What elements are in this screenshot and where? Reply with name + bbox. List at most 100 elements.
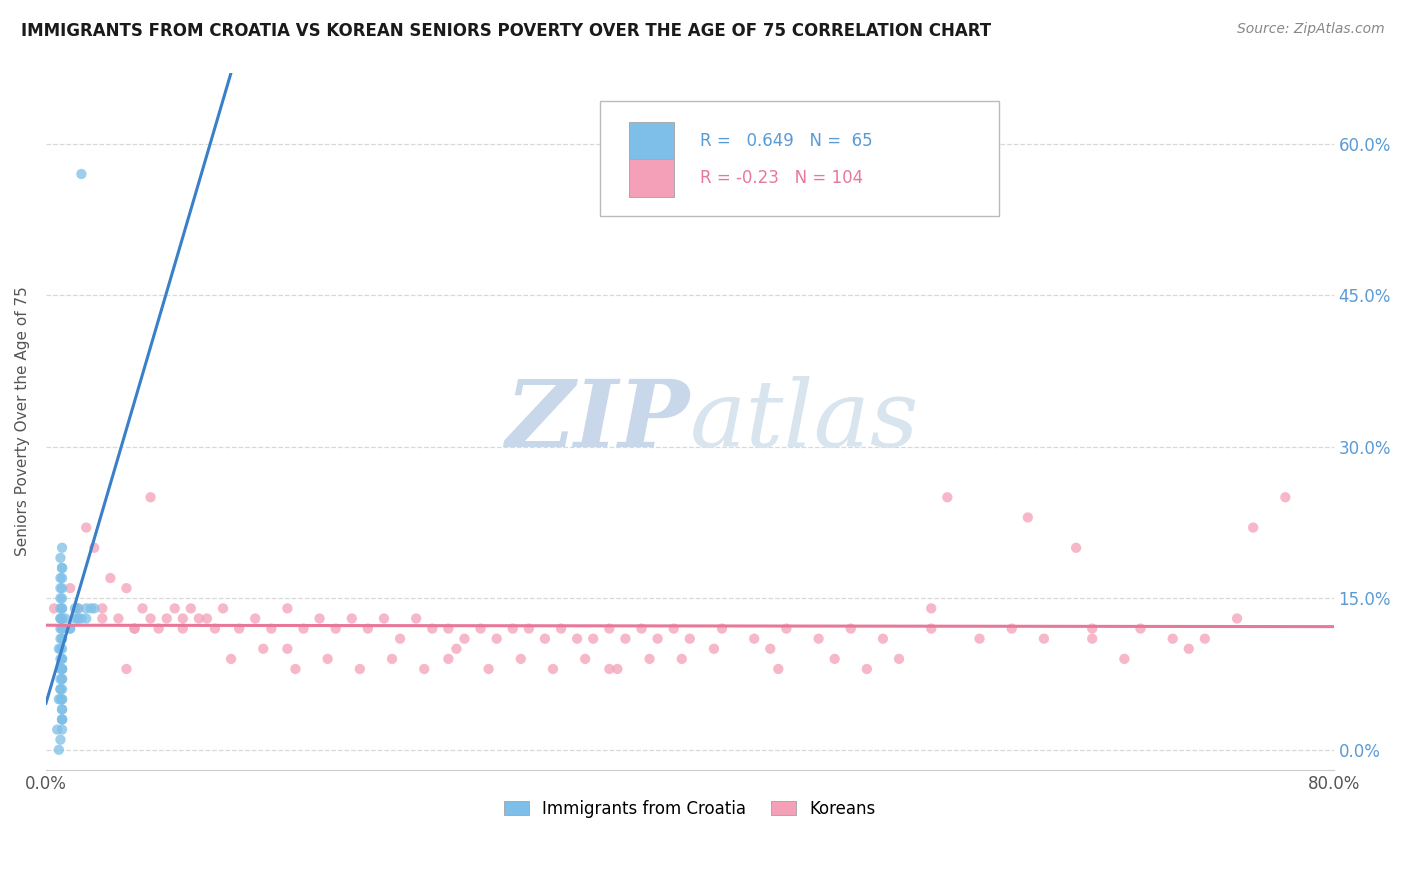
Point [49, 611, 72, 625]
Point [107, 611, 129, 625]
Point [920, 622, 942, 636]
Point [49, 601, 72, 615]
Point [51, 672, 73, 686]
Point [83, 601, 105, 615]
Point [1001, 622, 1024, 636]
Point [420, 622, 443, 636]
Point [1129, 622, 1152, 636]
Point [212, 601, 235, 615]
Point [49, 581, 72, 595]
Point [91, 611, 114, 625]
Point [70, 611, 93, 625]
Point [49, 591, 72, 606]
Point [172, 611, 194, 625]
Point [671, 652, 693, 666]
Point [49, 622, 72, 636]
Point [824, 652, 846, 666]
Point [70, 167, 93, 181]
Point [768, 662, 790, 676]
Point [606, 662, 628, 676]
Point [59, 622, 82, 636]
Point [51, 641, 73, 656]
Point [485, 632, 508, 646]
Point [63, 601, 86, 615]
Point [46, 723, 69, 737]
Point [49, 641, 72, 656]
Point [887, 652, 910, 666]
Point [598, 662, 620, 676]
Point [574, 652, 596, 666]
Point [51, 662, 73, 676]
Text: Source: ZipAtlas.com: Source: ZipAtlas.com [1237, 22, 1385, 37]
Point [115, 581, 138, 595]
Point [839, 622, 862, 636]
Point [51, 713, 73, 727]
Point [703, 641, 725, 656]
Point [48, 743, 70, 757]
Point [252, 641, 274, 656]
Point [49, 662, 72, 676]
Point [195, 611, 218, 625]
Point [1161, 632, 1184, 646]
Point [1064, 541, 1087, 555]
Point [48, 641, 70, 656]
Point [59, 581, 82, 595]
Point [51, 662, 73, 676]
Point [139, 611, 162, 625]
Point [48, 692, 70, 706]
Point [49, 550, 72, 565]
Point [51, 713, 73, 727]
Point [51, 713, 73, 727]
Point [51, 632, 73, 646]
Point [51, 581, 73, 595]
Point [1017, 510, 1039, 524]
Point [156, 611, 179, 625]
Point [856, 662, 879, 676]
Text: R =   0.649   N =  65: R = 0.649 N = 65 [700, 132, 873, 150]
Point [872, 632, 894, 646]
Point [357, 622, 380, 636]
Point [276, 601, 298, 615]
Point [51, 611, 73, 625]
Point [638, 652, 661, 666]
Legend: Immigrants from Croatia, Koreans: Immigrants from Croatia, Koreans [498, 793, 883, 824]
Point [470, 622, 492, 636]
Point [49, 611, 72, 625]
Point [598, 622, 620, 636]
Point [51, 723, 73, 737]
Bar [630, 159, 675, 197]
Point [51, 662, 73, 676]
Point [775, 622, 797, 636]
Point [260, 622, 283, 636]
Point [742, 632, 765, 646]
Point [373, 611, 395, 625]
Point [502, 622, 524, 636]
Point [219, 652, 242, 666]
Point [228, 622, 250, 636]
Point [51, 652, 73, 666]
Point [67, 611, 90, 625]
Point [51, 702, 73, 716]
Point [550, 622, 572, 636]
Point [541, 662, 564, 676]
Point [67, 601, 90, 615]
Point [437, 652, 460, 666]
Point [936, 490, 959, 504]
Point [1032, 632, 1054, 646]
Point [1081, 632, 1104, 646]
Point [679, 632, 702, 646]
Point [51, 622, 73, 636]
Y-axis label: Seniors Poverty Over the Age of 75: Seniors Poverty Over the Age of 75 [15, 286, 30, 557]
Point [340, 611, 363, 625]
Point [172, 622, 194, 636]
Point [49, 692, 72, 706]
Point [284, 662, 307, 676]
Point [1114, 652, 1136, 666]
Point [711, 622, 734, 636]
Point [662, 622, 685, 636]
Point [647, 632, 669, 646]
Point [292, 622, 315, 636]
Point [49, 672, 72, 686]
Point [75, 601, 97, 615]
Point [51, 692, 73, 706]
